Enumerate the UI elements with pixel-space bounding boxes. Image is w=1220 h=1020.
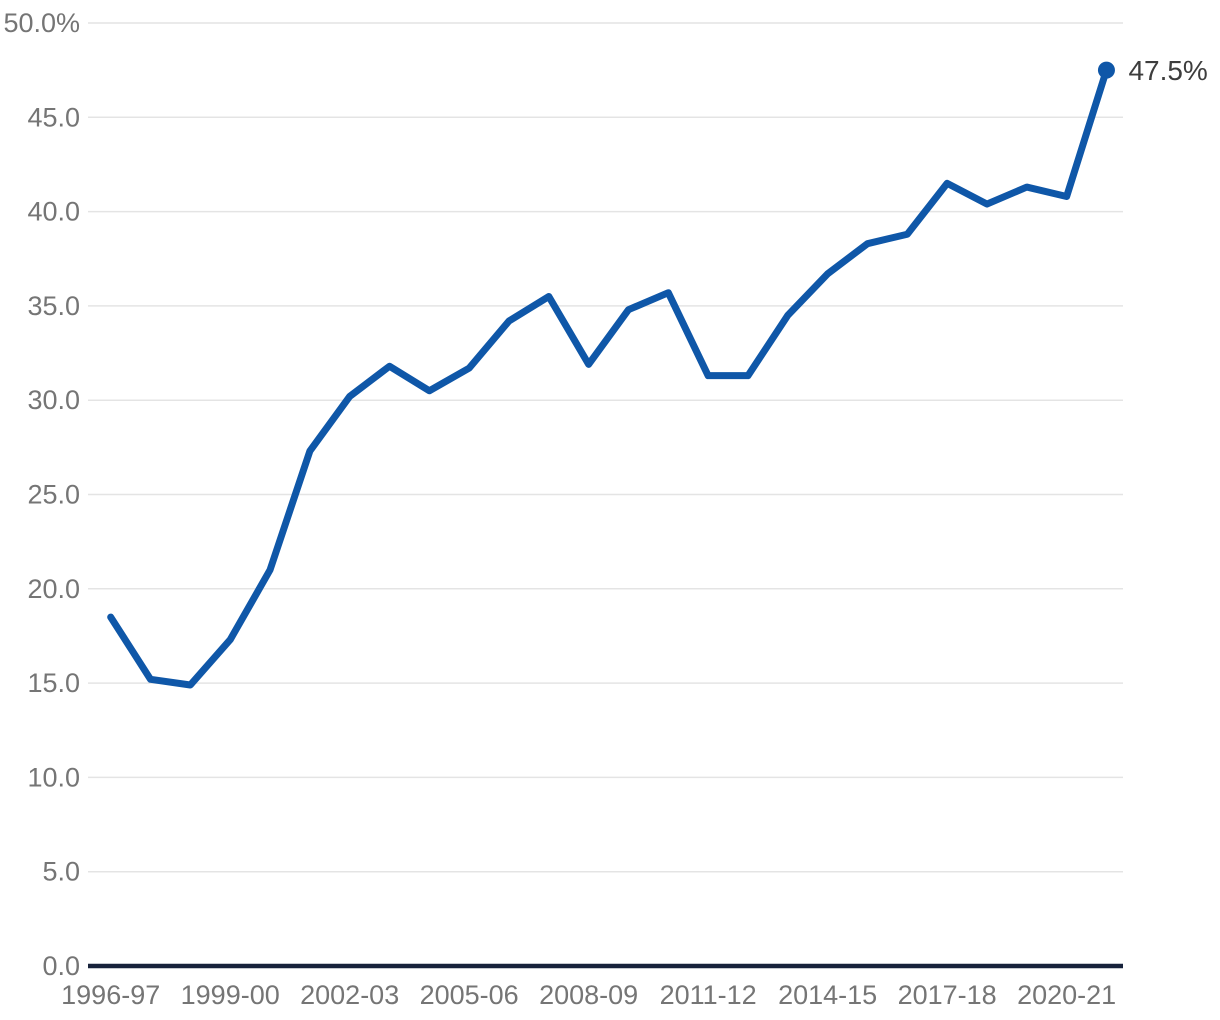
y-axis-tick-label: 15.0 (27, 668, 80, 698)
y-axis-tick-label: 10.0 (27, 762, 80, 792)
x-axis-tick-label: 2011-12 (660, 980, 757, 1010)
x-axis-tick-label: 1996-97 (61, 980, 160, 1010)
y-axis-tick-label: 45.0 (27, 102, 80, 132)
x-axis-tick-label: 2014-15 (778, 980, 877, 1010)
y-axis-tick-label: 50.0% (3, 8, 80, 38)
y-axis-tick-label: 40.0 (27, 197, 80, 227)
x-axis-tick-label: 2005-06 (420, 980, 519, 1010)
end-value-label: 47.5% (1128, 55, 1207, 86)
y-axis-tick-label: 30.0 (27, 385, 80, 415)
data-series-line (107, 66, 1110, 689)
x-axis-tick-label: 2008-09 (539, 980, 638, 1010)
x-axis-tick-label: 2020-21 (1017, 980, 1116, 1010)
x-axis-tick-label: 2002-03 (300, 980, 399, 1010)
y-axis-tick-label: 5.0 (42, 857, 80, 887)
y-axis-tick-label: 20.0 (27, 574, 80, 604)
x-axis-tick-label: 1999-00 (181, 980, 280, 1010)
y-axis-tick-label: 35.0 (27, 291, 80, 321)
x-axis-tick-label: 2017-18 (898, 980, 997, 1010)
y-axis-tick-label: 25.0 (27, 480, 80, 510)
y-axis-tick-label: 0.0 (42, 951, 80, 981)
end-point-marker (1097, 61, 1115, 79)
